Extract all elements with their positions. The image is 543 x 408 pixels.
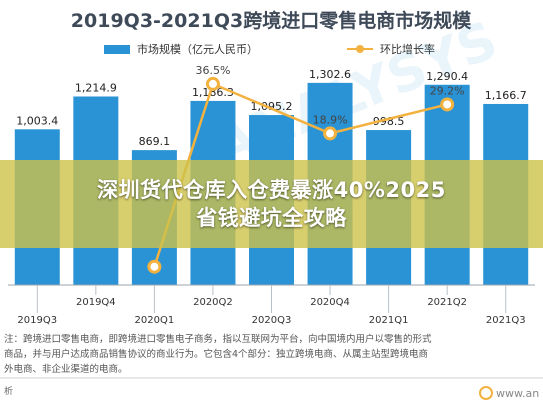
footnote-line-1: 注：跨境进口零售电商，即跨境进口零售电子商务，指以互联网为平台，向中国境内用户以… [4, 333, 432, 345]
growth-point-2020Q2 [205, 76, 220, 91]
x-tick-label-2020Q3: 2020Q3 [252, 315, 292, 326]
growth-label-2020Q2: 36.5% [195, 64, 230, 77]
bar-value-label-2020Q1: 869.1 [139, 135, 171, 148]
x-tick-label-2021Q3: 2021Q3 [486, 315, 526, 326]
x-tick-label-2019Q3: 2019Q3 [17, 315, 57, 326]
growth-label-2021Q2: 29.2% [430, 84, 465, 97]
source-label: 析 [4, 385, 13, 397]
x-tick-label-2020Q4: 2020Q4 [310, 297, 350, 308]
x-axis-ticks: 2019Q3 2019Q4 2020Q1 2020Q2 2020Q3 2020Q4 2021… [17, 285, 526, 326]
legend-label-line: 环比增长率 [380, 42, 435, 56]
bar-value-label-2021Q1: 998.5 [373, 115, 405, 128]
x-tick-label-2021Q2: 2021Q2 [427, 297, 467, 308]
x-tick-label-2020Q2: 2020Q2 [193, 297, 233, 308]
brand-logo: www.an [479, 386, 539, 400]
legend-label-bar: 市场规模（亿元人民币） [137, 42, 258, 56]
bar-value-label-2020Q4: 1,302.6 [309, 68, 351, 81]
footnote-line-3: 外电商、非企业渠道的电商。 [4, 363, 128, 375]
growth-point-2021Q2 [440, 97, 455, 112]
x-tick-label-2020Q1: 2020Q1 [135, 315, 175, 326]
bar-value-label-2019Q3: 1,003.4 [16, 114, 58, 127]
growth-point-2020Q1 [147, 259, 162, 274]
footnote: 注：跨境进口零售电商，即跨境进口零售电子商务，指以互联网为平台，向中国境内用户以… [4, 333, 432, 375]
growth-line-series: 36.5% 18.9% 29.2% [147, 64, 465, 274]
bar-value-label-2021Q2: 1,290.4 [426, 70, 468, 83]
growth-point-2020Q4 [323, 126, 338, 141]
bar-value-label-2019Q4: 1,214.9 [75, 81, 117, 94]
overlay-banner: 深圳货代仓库入仓费暴涨40%2025 省钱避坑全攻略 [0, 160, 543, 248]
growth-label-2020Q4: 18.9% [313, 113, 348, 126]
x-tick-label-2019Q4: 2019Q4 [76, 297, 116, 308]
bar-value-label-2021Q3: 1,166.7 [485, 89, 527, 102]
logo-icon [479, 386, 493, 400]
x-tick-label-2021Q1: 2021Q1 [369, 315, 409, 326]
chart-title: 2019Q3-2021Q3跨境进口零售电商市场规模 [71, 9, 472, 32]
footnote-line-2: 商品，并与用户达成商品销售协议的商业行为。它包含4个部分：独立跨境电商、从属主站… [4, 348, 428, 360]
legend-marker-line [356, 45, 364, 53]
legend-swatch-bar [104, 45, 130, 54]
overlay-title-line-1: 深圳货代仓库入仓费暴涨40%2025 [97, 178, 446, 202]
legend: 市场规模（亿元人民币） 环比增长率 [104, 42, 435, 56]
logo-text: www.an [496, 387, 539, 400]
overlay-title-line-2: 省钱避坑全攻略 [196, 206, 347, 230]
